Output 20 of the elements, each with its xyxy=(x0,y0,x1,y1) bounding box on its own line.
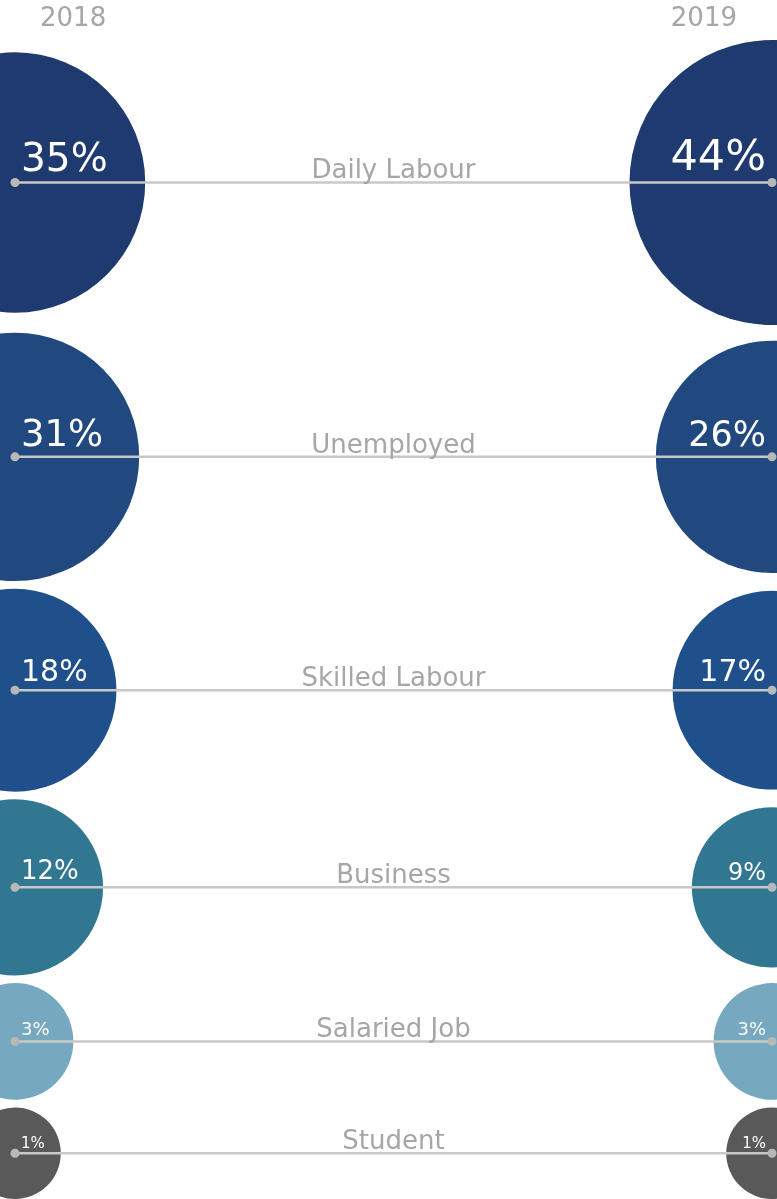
data-label: 31% xyxy=(21,411,104,455)
category-label: Business xyxy=(336,859,451,890)
data-label: 44% xyxy=(670,130,766,181)
category-label: Unemployed xyxy=(311,428,476,459)
category-label: Skilled Labour xyxy=(301,661,486,692)
data-label: 12% xyxy=(21,855,79,886)
category-label: Salaried Job xyxy=(316,1013,471,1044)
data-label: 3% xyxy=(21,1018,50,1040)
data-label: 35% xyxy=(21,135,108,181)
data-label: 9% xyxy=(727,857,766,886)
category-label: Daily Labour xyxy=(311,154,476,185)
data-label: 1% xyxy=(742,1133,766,1152)
data-label: 18% xyxy=(21,652,88,688)
data-label: 17% xyxy=(699,652,766,688)
data-label: 26% xyxy=(688,414,766,455)
series-label: 2018 xyxy=(40,1,107,32)
series-label: 2019 xyxy=(670,1,737,32)
category-label: Student xyxy=(342,1124,445,1155)
data-label: 1% xyxy=(21,1133,45,1152)
data-label: 3% xyxy=(737,1018,766,1040)
